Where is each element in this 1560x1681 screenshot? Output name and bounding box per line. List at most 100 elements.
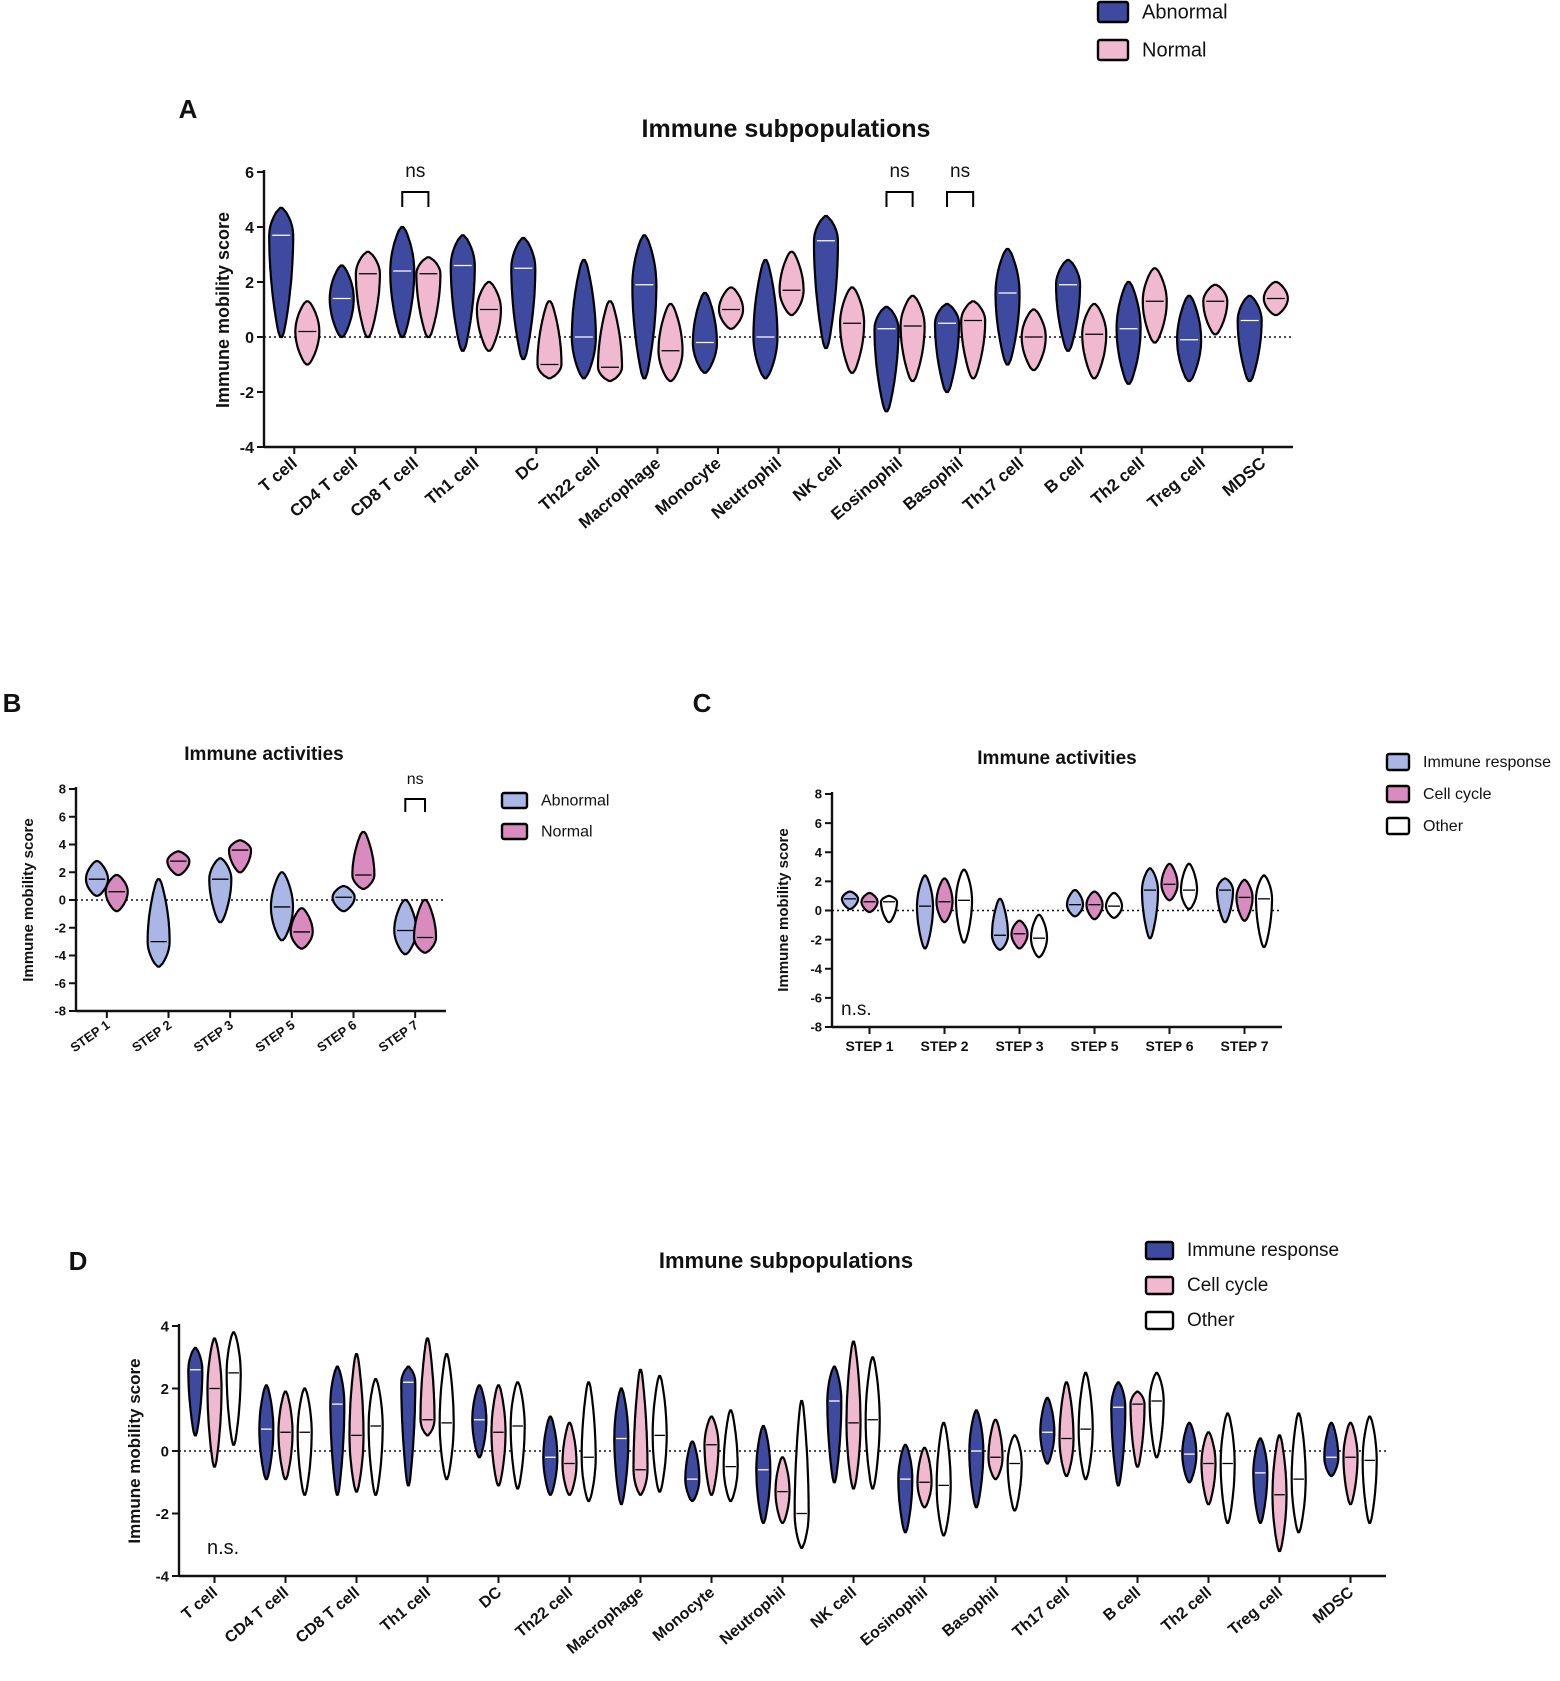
violin-cell-cycle — [845, 1340, 862, 1490]
significance-bracket — [885, 191, 914, 207]
violin-abnormal — [146, 878, 171, 968]
x-tick-label: CD8 T cell — [347, 454, 422, 521]
violin-other — [1219, 1412, 1236, 1524]
panel-B: B Immune activities Immune mobility score -… — [3, 688, 610, 1055]
violin-cell-cycle — [206, 1337, 223, 1468]
x-tick-label: Th1 cell — [422, 454, 483, 509]
legend-swatch — [1144, 1310, 1175, 1331]
violin-normal — [354, 250, 381, 339]
panel-C: C Immune activities Immune mobility score -… — [693, 688, 1552, 1054]
violin-normal — [1141, 267, 1168, 344]
violin-immune-response — [329, 1365, 346, 1496]
violin-immune-response — [915, 874, 935, 950]
violin-immune-response — [471, 1384, 488, 1459]
violin-cell-cycle — [1085, 890, 1104, 921]
violin-immune-response — [684, 1440, 701, 1503]
violin-cell-cycle — [860, 891, 879, 914]
legend-label: Immune response — [1187, 1240, 1339, 1261]
legend-label: Cell cycle — [1187, 1275, 1268, 1296]
y-tick-label: 6 — [59, 809, 66, 824]
x-tick-label: STEP 7 — [376, 1017, 421, 1055]
violin-normal — [1020, 308, 1047, 372]
violin-cell-cycle — [419, 1337, 436, 1437]
y-tick-label: 2 — [815, 874, 822, 889]
violin-other — [722, 1409, 739, 1503]
y-tick-label: 8 — [815, 787, 822, 802]
panel-label: B — [3, 688, 22, 718]
violin-abnormal — [449, 234, 476, 352]
violin-other — [1148, 1371, 1165, 1459]
y-axis-label: Immune mobility score — [125, 1358, 144, 1543]
y-tick-label: 4 — [245, 220, 254, 237]
x-tick-label: Monocyte — [650, 1584, 718, 1645]
y-tick-label: -8 — [54, 1004, 66, 1019]
x-tick-label: NK cell — [808, 1584, 860, 1632]
violin-normal — [1081, 302, 1108, 380]
violin-abnormal — [393, 898, 418, 956]
y-tick-label: 2 — [245, 275, 254, 292]
y-tick-label: 0 — [815, 903, 822, 918]
violin-abnormal — [1236, 294, 1263, 383]
panel-label: C — [693, 688, 712, 718]
violin-immune-response — [826, 1365, 843, 1484]
y-tick-label: 4 — [59, 837, 67, 852]
chart-title: Immune activities — [184, 744, 343, 765]
x-tick-label: Neutrophil — [717, 1584, 789, 1648]
y-tick-label: -2 — [810, 932, 822, 947]
y-tick-label: 2 — [161, 1381, 169, 1398]
legend-label: Other — [1187, 1310, 1235, 1331]
y-tick-label: 6 — [245, 165, 254, 182]
ns-label: n.s. — [841, 999, 872, 1020]
y-tick-label: -4 — [810, 961, 822, 976]
violin-other — [954, 868, 974, 944]
chart-title: Immune activities — [977, 748, 1136, 769]
legend-label: Cell cycle — [1423, 786, 1492, 803]
violin-immune-response — [1323, 1421, 1340, 1478]
x-tick-label: STEP 5 — [1071, 1038, 1119, 1054]
significance-bracket — [401, 191, 430, 207]
violin-normal — [839, 286, 866, 374]
x-tick-label: Treg cell — [1144, 454, 1209, 513]
violin-abnormal — [812, 214, 839, 350]
violin-normal — [412, 898, 438, 954]
ns-label: ns — [950, 161, 970, 182]
legend-swatch — [1385, 784, 1411, 804]
violin-abnormal — [208, 857, 233, 924]
significance-bracket — [946, 191, 975, 207]
x-tick-label: B cell — [1041, 454, 1088, 498]
x-tick-label: Macrophage — [564, 1584, 647, 1658]
violin-immune-response — [1215, 877, 1235, 924]
violin-abnormal — [691, 291, 718, 374]
x-tick-label: DC — [512, 454, 543, 484]
violin-cell-cycle — [916, 1446, 933, 1509]
x-tick-label: STEP 7 — [1221, 1038, 1269, 1054]
violin-abnormal — [631, 234, 658, 380]
violin-other — [1029, 913, 1049, 959]
y-axis-label: Immune mobility score — [213, 212, 233, 408]
violin-other — [367, 1378, 384, 1496]
legend-swatch — [500, 822, 529, 841]
violin-abnormal — [933, 302, 961, 394]
violin-cell-cycle — [774, 1456, 791, 1524]
violin-other — [1104, 891, 1124, 919]
panel-label: A — [179, 94, 198, 124]
violin-immune-response — [1252, 1437, 1269, 1524]
violin-abnormal — [1055, 258, 1082, 352]
violin-other — [864, 1356, 881, 1490]
y-tick-label: -4 — [156, 1568, 170, 1585]
violin-abnormal — [268, 206, 295, 339]
y-tick-label: -2 — [54, 920, 66, 935]
violin-cell-cycle — [277, 1390, 294, 1481]
y-tick-label: 4 — [815, 845, 823, 860]
x-tick-label: Treg cell — [1225, 1584, 1286, 1639]
x-tick-label: DC — [476, 1584, 505, 1612]
violin-abnormal — [510, 236, 537, 361]
x-tick-label: CD8 T cell — [293, 1584, 363, 1647]
violin-cell-cycle — [1235, 878, 1254, 922]
chart-title: Immune subpopulations — [642, 115, 931, 143]
violin-other — [651, 1374, 668, 1493]
x-tick-label: MDSC — [1219, 454, 1270, 501]
violin-abnormal — [752, 258, 779, 380]
chart-title: Immune subpopulations — [659, 1248, 913, 1273]
y-tick-label: -6 — [54, 976, 66, 991]
